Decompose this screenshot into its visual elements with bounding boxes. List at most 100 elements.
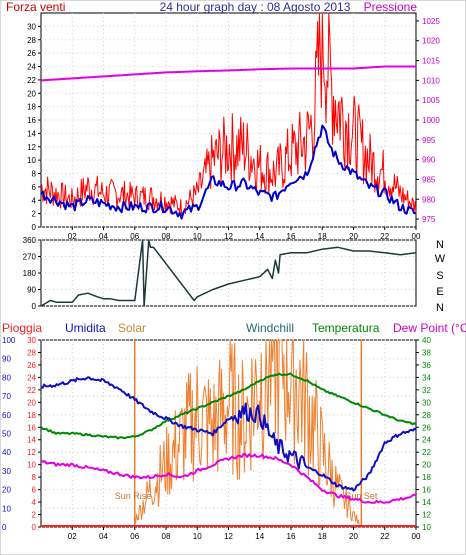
time-tick-label: 10 xyxy=(193,232,202,241)
wind-tick-label: 26 xyxy=(27,49,36,58)
temp-tick-label: 12 xyxy=(422,511,431,520)
humidity-tick-label: 30 xyxy=(2,467,11,476)
solar-tick-label: 0 xyxy=(32,523,37,532)
time-tick-label: 12 xyxy=(224,532,233,541)
temp-tick-label: 34 xyxy=(422,373,431,382)
temp-tick-label: 22 xyxy=(422,448,431,457)
solar-axis-label: Solar xyxy=(118,321,146,335)
pressure-tick-label: 1020 xyxy=(422,37,440,46)
wind-tick-label: 16 xyxy=(27,116,36,125)
solar-tick-label: 6 xyxy=(32,486,37,495)
chart-title: 24 hour graph day : 08 Agosto 2013 xyxy=(160,0,351,14)
pressure-line xyxy=(40,65,416,82)
wind-tick-label: 6 xyxy=(32,183,37,192)
solar-tick-label: 18 xyxy=(27,411,36,420)
humidity-tick-label: 70 xyxy=(2,392,11,401)
wind-tick-label: 12 xyxy=(27,143,36,152)
compass-label: W xyxy=(435,253,446,265)
wind-direction-line xyxy=(40,239,417,307)
solar-tick-label: 10 xyxy=(27,461,36,470)
time-tick-label: 08 xyxy=(162,232,171,241)
wind-tick-label: 4 xyxy=(32,196,37,205)
time-tick-label: 14 xyxy=(255,232,264,241)
time-tick-label: 20 xyxy=(349,232,358,241)
time-tick-label: 16 xyxy=(287,232,296,241)
solar-tick-label: 28 xyxy=(27,348,36,357)
dewpoint-axis-label: Dew Point (°C) xyxy=(393,321,466,335)
temp-tick-label: 24 xyxy=(422,436,431,445)
time-tick-label: 20 xyxy=(349,532,358,541)
pressure-tick-label: 1005 xyxy=(422,96,440,105)
wind-axis-label: Forza venti xyxy=(6,0,65,14)
humidity-line xyxy=(40,376,417,492)
solar-tick-label: 2 xyxy=(32,511,37,520)
pressure-tick-label: 1025 xyxy=(422,17,440,26)
humidity-axis-label: Umidita xyxy=(65,321,106,335)
wind-tick-label: 20 xyxy=(27,89,36,98)
wind-tick-label: 30 xyxy=(27,22,36,31)
sun-rise-label: Sun Rise xyxy=(115,491,152,501)
direction-tick-label: 360 xyxy=(23,236,37,245)
humidity-tick-label: 100 xyxy=(2,336,16,345)
direction-tick-label: 270 xyxy=(23,253,37,262)
humidity-tick-label: 90 xyxy=(2,355,11,364)
solar-tick-label: 12 xyxy=(27,448,36,457)
time-tick-label: 22 xyxy=(380,232,389,241)
pressure-tick-label: 975 xyxy=(422,215,436,224)
temp-tick-label: 36 xyxy=(422,361,431,370)
wind-tick-label: 18 xyxy=(27,103,36,112)
time-tick-label: 18 xyxy=(318,532,327,541)
humidity-tick-label: 20 xyxy=(2,486,11,495)
temperature-axis-label: Temperatura xyxy=(312,321,380,335)
temp-tick-label: 40 xyxy=(422,336,431,345)
time-tick-label: 10 xyxy=(193,532,202,541)
chart-marks: 0246810121416182022242628309759809859909… xyxy=(2,12,446,541)
temp-tick-label: 20 xyxy=(422,461,431,470)
solar-tick-label: 24 xyxy=(27,373,36,382)
pressure-tick-label: 995 xyxy=(422,136,436,145)
wind-tick-label: 24 xyxy=(27,63,36,72)
time-tick-label: 12 xyxy=(224,232,233,241)
solar-tick-label: 8 xyxy=(32,473,37,482)
solar-tick-label: 4 xyxy=(32,498,37,507)
solar-tick-label: 26 xyxy=(27,361,36,370)
compass-label: E xyxy=(436,286,443,298)
time-tick-label: 00 xyxy=(412,532,421,541)
time-tick-label: 08 xyxy=(162,532,171,541)
time-tick-label: 18 xyxy=(318,232,327,241)
pressure-tick-label: 980 xyxy=(422,195,436,204)
solar-line xyxy=(134,339,362,528)
wind-tick-label: 2 xyxy=(32,210,37,219)
compass-label: S xyxy=(436,270,443,282)
humidity-tick-label: 50 xyxy=(2,430,11,439)
solar-tick-label: 22 xyxy=(27,386,36,395)
temp-tick-label: 30 xyxy=(422,398,431,407)
temp-tick-label: 28 xyxy=(422,411,431,420)
compass-label: N xyxy=(436,302,444,314)
time-tick-label: 00 xyxy=(412,232,421,241)
humidity-tick-label: 60 xyxy=(2,411,11,420)
compass-label: N xyxy=(436,239,444,251)
time-tick-label: 04 xyxy=(99,232,108,241)
temp-tick-label: 32 xyxy=(422,386,431,395)
pressure-tick-label: 1015 xyxy=(422,57,440,66)
temp-tick-label: 16 xyxy=(422,486,431,495)
direction-tick-label: 90 xyxy=(27,286,36,295)
pressure-tick-label: 990 xyxy=(422,156,436,165)
time-tick-label: 04 xyxy=(99,532,108,541)
solar-tick-label: 14 xyxy=(27,436,36,445)
rain-axis-label: Pioggia xyxy=(2,321,42,335)
temperature-line xyxy=(40,372,417,440)
solar-tick-label: 30 xyxy=(27,336,36,345)
temp-tick-label: 26 xyxy=(422,423,431,432)
pressure-axis-label: Pressione xyxy=(364,0,418,14)
wind-tick-label: 0 xyxy=(32,223,37,232)
temp-tick-label: 10 xyxy=(422,523,431,532)
temp-tick-label: 38 xyxy=(422,348,431,357)
humidity-tick-label: 40 xyxy=(2,448,11,457)
direction-tick-label: 0 xyxy=(32,302,37,311)
wind-tick-label: 8 xyxy=(32,170,37,179)
time-tick-label: 02 xyxy=(68,532,77,541)
time-tick-label: 16 xyxy=(287,532,296,541)
